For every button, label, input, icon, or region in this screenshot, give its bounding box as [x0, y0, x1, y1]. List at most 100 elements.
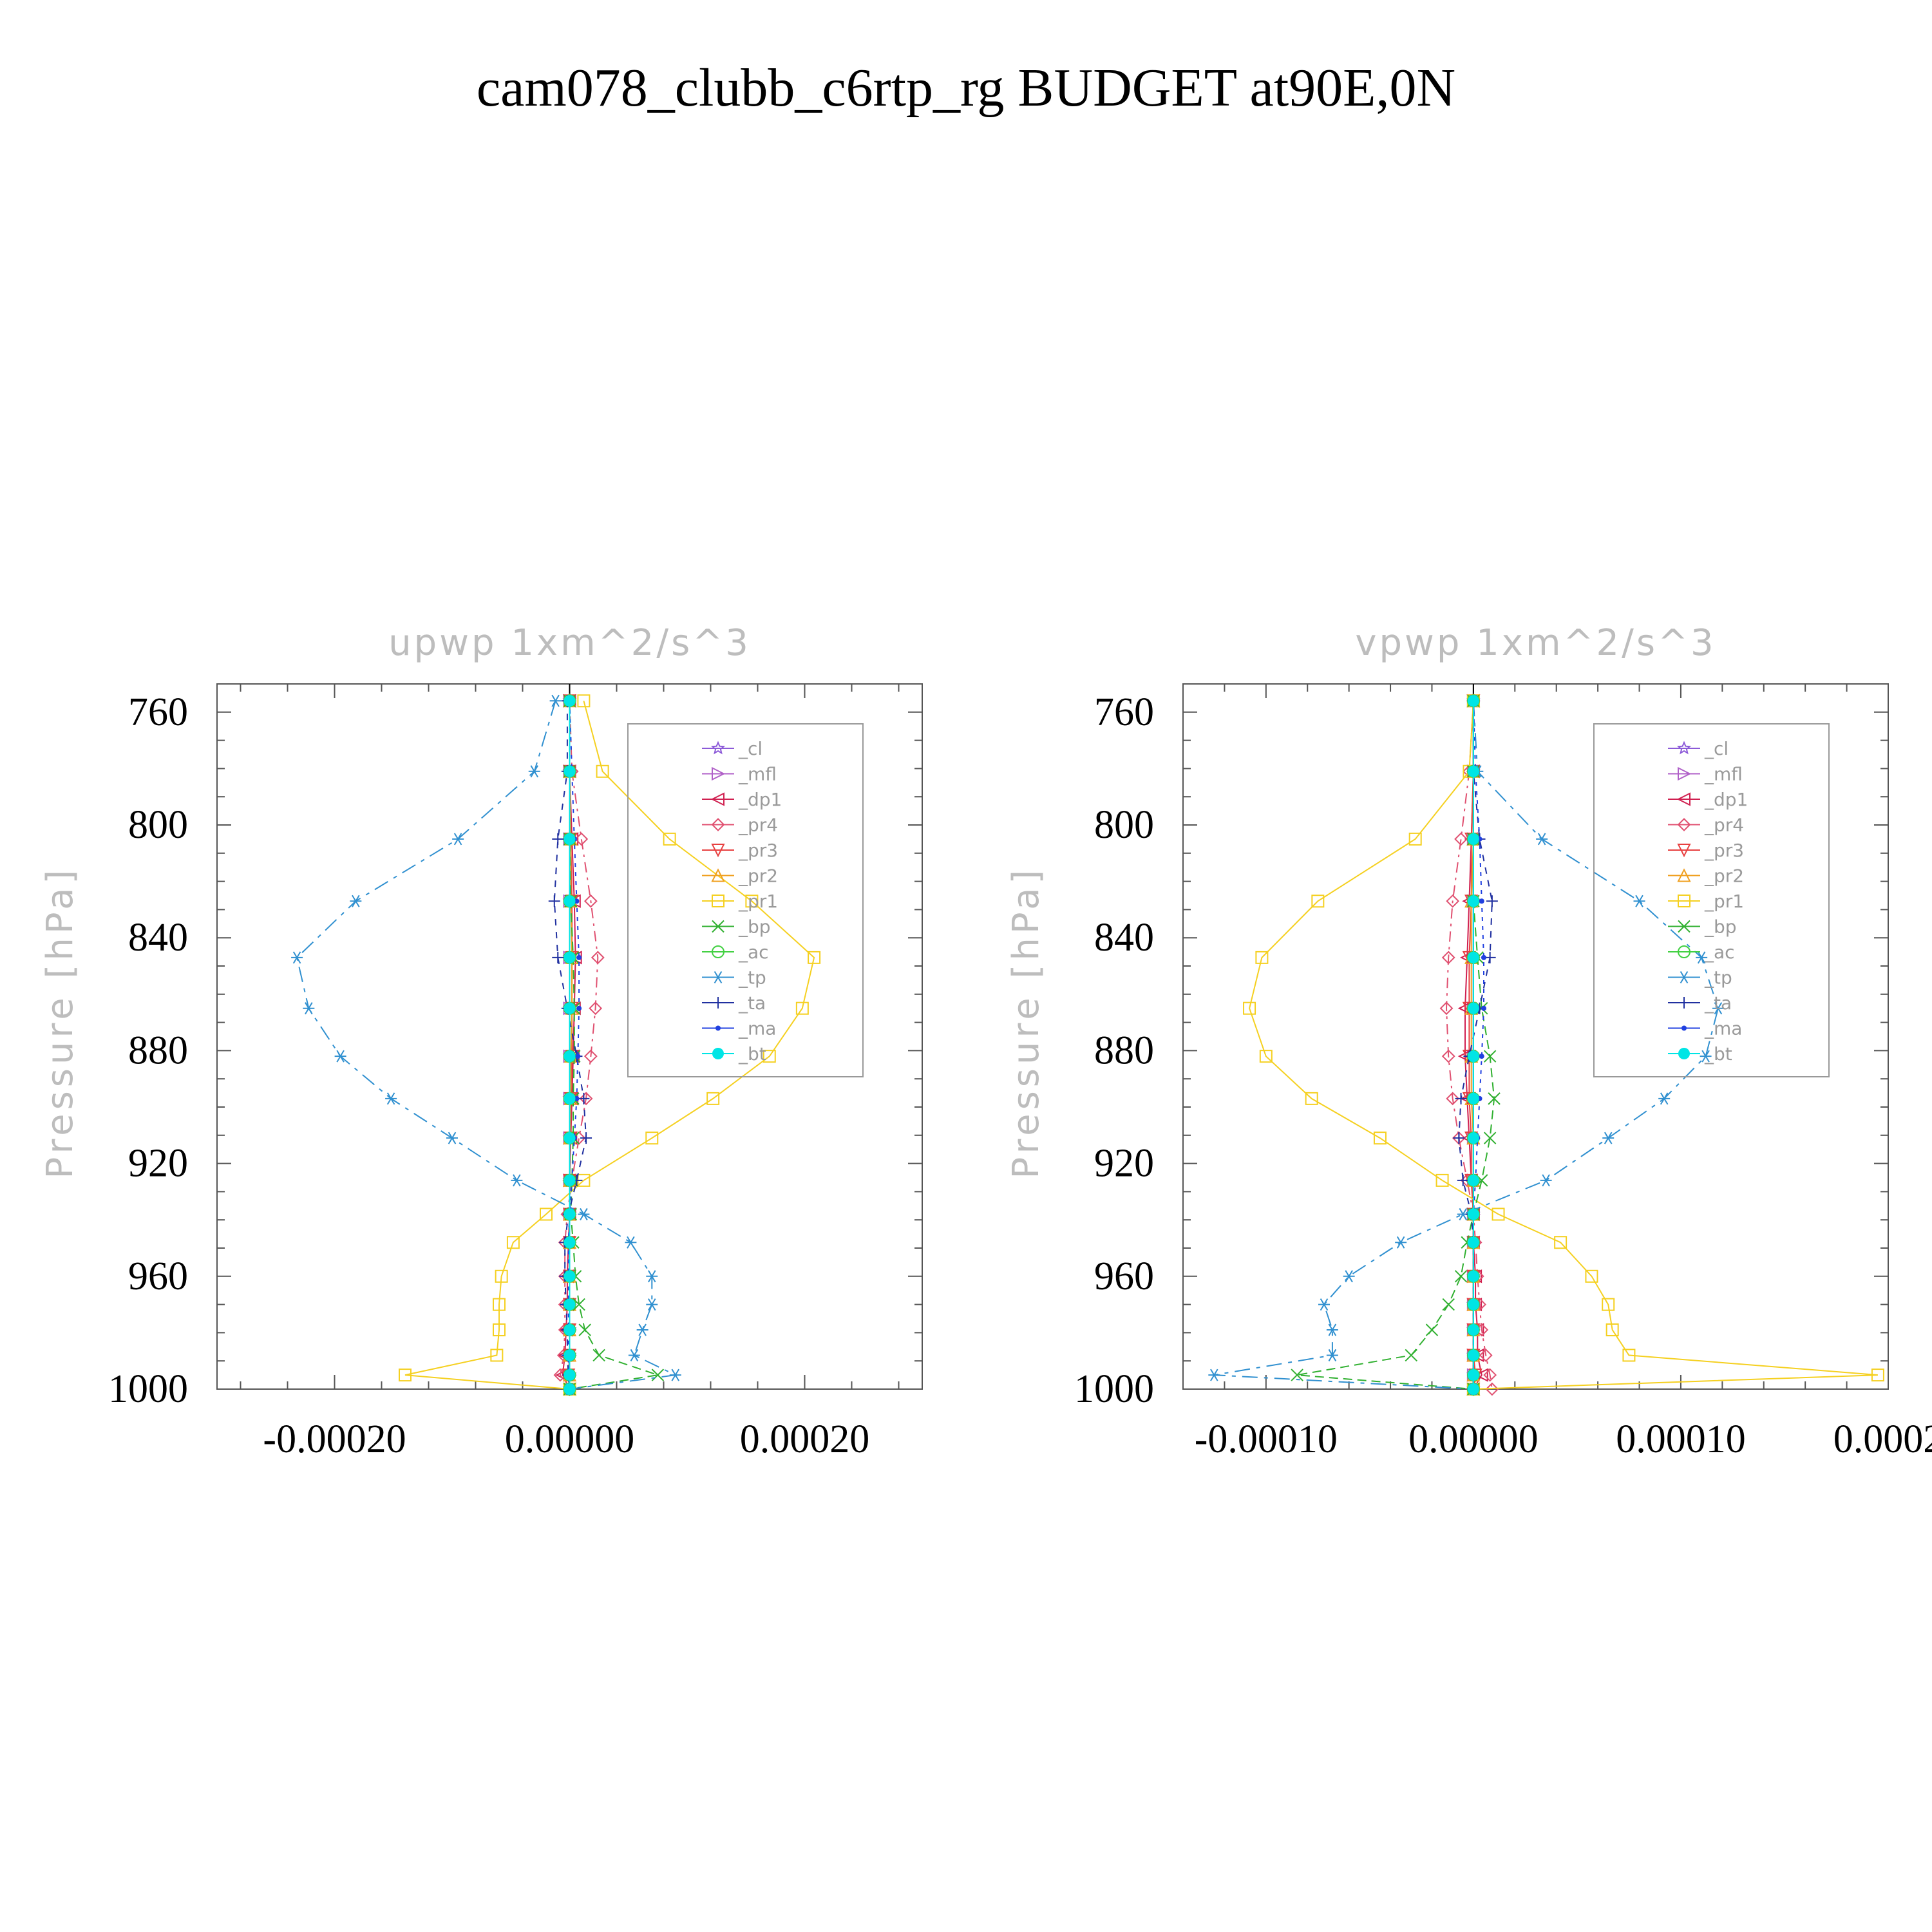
- legend-item: _mfl: [702, 764, 777, 785]
- legend-marker: [1678, 945, 1690, 958]
- legend-label: _ta: [738, 992, 766, 1014]
- data-point: [1658, 1092, 1671, 1105]
- data-point: [1446, 894, 1460, 908]
- data-point: [645, 1132, 659, 1145]
- data-point: [564, 695, 576, 707]
- data-point: [1467, 1349, 1479, 1361]
- legend-label: _ta: [1704, 992, 1732, 1014]
- data-point: [1457, 1174, 1469, 1186]
- legend-label: _cl: [738, 738, 762, 759]
- legend-label: _pr3: [738, 840, 778, 861]
- y-tick-label: 800: [1094, 803, 1154, 847]
- data-point: [549, 694, 562, 707]
- data-point: [1467, 1050, 1479, 1063]
- legend-item: _ta: [1668, 992, 1732, 1014]
- data-point: [1712, 1002, 1724, 1015]
- series-line: [1468, 701, 1477, 1390]
- data-point: [1435, 1173, 1449, 1187]
- series-bt: [1467, 695, 1479, 1395]
- data-point: [1483, 1050, 1497, 1063]
- legend-marker: [711, 868, 725, 882]
- legend-item: _mfl: [1668, 764, 1743, 785]
- data-point: [808, 951, 821, 964]
- series-line: [1445, 701, 1493, 1390]
- data-point: [1479, 898, 1484, 904]
- data-point: [1425, 1323, 1439, 1336]
- data-point: [564, 951, 576, 963]
- data-point: [1585, 1269, 1598, 1283]
- legend-marker: [710, 741, 726, 755]
- data-point: [564, 895, 576, 907]
- data-point: [1602, 1298, 1615, 1311]
- data-point: [1467, 765, 1479, 777]
- data-point: [511, 1174, 523, 1187]
- data-point: [1408, 832, 1422, 846]
- y-axis-title: Pressure [hPa]: [1005, 866, 1047, 1179]
- y-tick-label: 880: [128, 1028, 188, 1072]
- legend-item: _cl: [702, 738, 762, 759]
- legend-marker: [712, 895, 724, 907]
- data-point: [646, 1270, 658, 1283]
- legend-item: _ac: [702, 942, 769, 963]
- data-point: [1467, 1383, 1479, 1395]
- data-point: [495, 1269, 508, 1283]
- data-point: [1467, 951, 1479, 963]
- legend-item: _pr4: [1668, 815, 1744, 836]
- legend-item: _pr1: [702, 891, 778, 912]
- legend-item: _dp1: [702, 789, 782, 810]
- data-point: [493, 1323, 506, 1337]
- legend-label: _dp1: [738, 789, 782, 810]
- data-point: [1871, 1368, 1884, 1382]
- series-line: [1249, 701, 1878, 1390]
- data-point: [795, 1001, 809, 1015]
- y-tick-label: 920: [1094, 1142, 1154, 1186]
- data-point: [1479, 1349, 1493, 1362]
- data-point: [578, 1208, 590, 1220]
- data-point: [1474, 1368, 1488, 1382]
- series-line: [404, 701, 815, 1390]
- data-point: [493, 1298, 506, 1311]
- legend-box: [1593, 723, 1830, 1077]
- data-point: [446, 1132, 458, 1144]
- data-point: [564, 765, 576, 777]
- data-point: [452, 833, 464, 846]
- series-line: [296, 701, 678, 1390]
- y-tick-label: 960: [1094, 1255, 1154, 1298]
- data-point: [592, 1349, 605, 1362]
- y-tick-label: 840: [128, 916, 188, 960]
- data-point: [1696, 951, 1708, 964]
- legend-item: _cl: [1668, 738, 1728, 759]
- data-point: [564, 1002, 576, 1014]
- vpwp-panel: vpwp 1xm^2/s^3 Pressure [hPa] 760 800 840 880…: [1005, 622, 1932, 1461]
- data-point: [706, 1092, 720, 1105]
- legend-item: _tp: [702, 967, 766, 989]
- legend-marker: [715, 1025, 721, 1031]
- legend-marker: [712, 766, 726, 781]
- data-point: [1453, 1132, 1465, 1144]
- data-point: [564, 1132, 576, 1144]
- data-point: [574, 832, 589, 846]
- data-point: [1343, 1270, 1355, 1283]
- y-tick-label: 760: [128, 690, 188, 734]
- legend-label: _ac: [738, 942, 769, 963]
- legend-marker: [1678, 1048, 1690, 1059]
- data-point: [1467, 1092, 1479, 1104]
- data-point: [564, 1236, 576, 1249]
- data-point: [506, 1236, 520, 1249]
- data-point: [1467, 1208, 1479, 1220]
- data-point: [1467, 1298, 1479, 1311]
- data-point: [1454, 832, 1468, 846]
- data-point: [564, 1383, 576, 1395]
- data-point: [540, 1208, 553, 1221]
- data-point: [1467, 1002, 1479, 1014]
- legend-item: _bt: [1668, 1043, 1732, 1065]
- data-point: [1467, 833, 1479, 845]
- data-point: [1467, 1324, 1479, 1336]
- y-tick-label: 760: [1094, 690, 1154, 734]
- legend-marker: [1678, 997, 1690, 1009]
- data-point: [575, 1054, 581, 1059]
- legend-item: _dp1: [1668, 789, 1748, 810]
- y-tick-label: 960: [128, 1255, 188, 1298]
- data-point: [1467, 895, 1479, 907]
